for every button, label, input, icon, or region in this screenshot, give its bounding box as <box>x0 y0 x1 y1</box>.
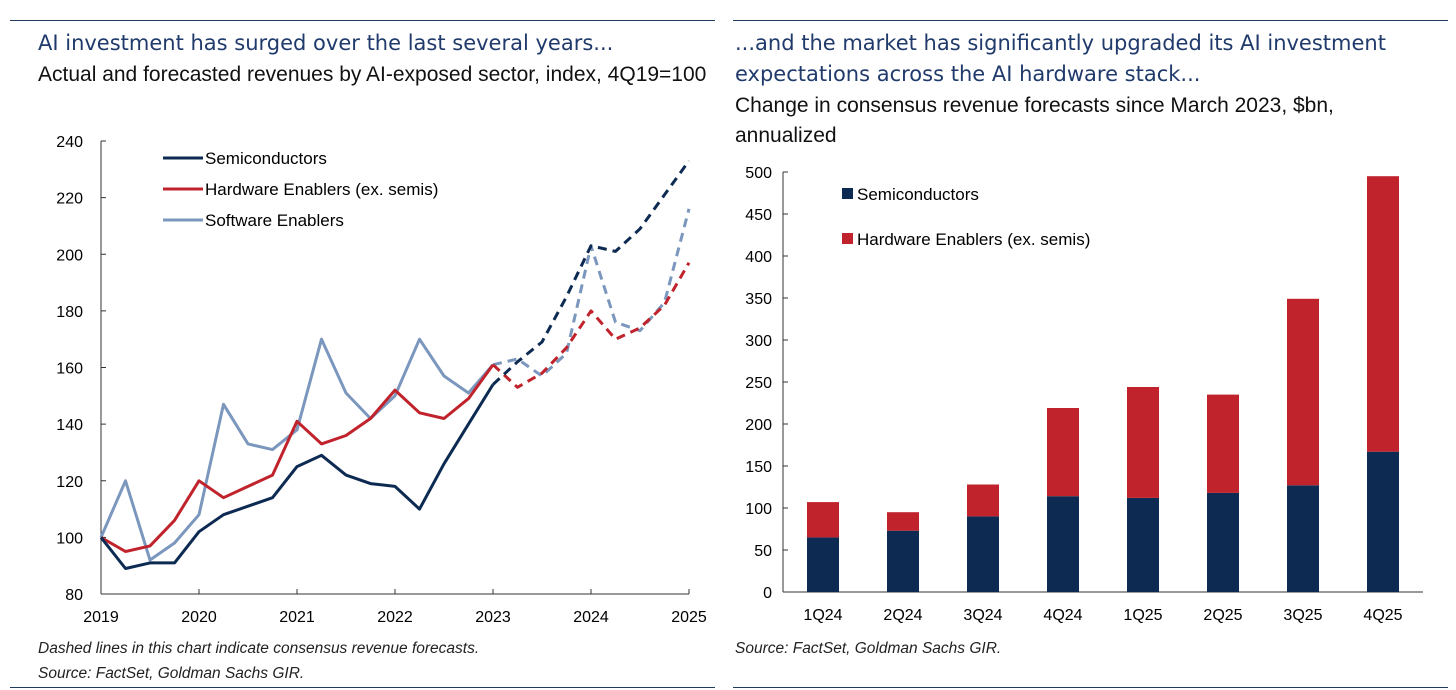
y-tick-label: 140 <box>56 417 83 434</box>
bar-segment <box>1207 492 1239 592</box>
y-tick-label: 120 <box>56 474 83 491</box>
y-tick-label: 100 <box>745 501 772 518</box>
right-chart-subtitle: Change in consensus revenue forecasts si… <box>735 94 1334 147</box>
bar-segment <box>1127 387 1159 498</box>
y-tick-label: 450 <box>745 207 772 224</box>
line-chart: 80 100 120 140 160 180 200 220 240 2019 2020 2021 20… <box>56 134 707 626</box>
bar-segment <box>807 502 839 538</box>
x-tick-label: 3Q25 <box>1283 607 1322 624</box>
y-tick-label: 160 <box>56 361 83 378</box>
y-tick-label: 0 <box>763 585 772 602</box>
legend-swatch <box>842 233 853 244</box>
y-tick-label: 100 <box>56 530 83 547</box>
left-footnote: Dashed lines in this chart indicate cons… <box>38 640 480 657</box>
y-tick-label: 200 <box>56 247 83 264</box>
legend-label: Semiconductors <box>857 185 979 204</box>
x-tick-label: 2022 <box>377 609 413 626</box>
y-tick-label: 250 <box>745 375 772 392</box>
left-headline: AI investment has surged over the last s… <box>38 31 614 55</box>
series-line-forecast <box>491 261 691 389</box>
y-tick-label: 240 <box>56 134 83 151</box>
legend-label: Software Enablers <box>205 211 344 230</box>
bar-segment <box>1287 298 1319 486</box>
legend-label: Hardware Enablers (ex. semis) <box>205 180 438 199</box>
x-tick-label: 2019 <box>83 609 119 626</box>
bar-segment <box>887 530 919 592</box>
y-tick-label: 400 <box>745 249 772 266</box>
series-line-forecast <box>492 208 691 378</box>
stacked-bar-chart: 0 50 100 150 200 250 300 350 400 450 500 1Q24 2Q24 3Q… <box>745 165 1423 624</box>
legend-label: Hardware Enablers (ex. semis) <box>857 230 1090 249</box>
x-tick-label: 2024 <box>573 609 609 626</box>
x-tick-label: 2Q24 <box>883 607 922 624</box>
x-tick-label: 2025 <box>671 609 707 626</box>
legend-label: Semiconductors <box>205 149 327 168</box>
bottom-rule <box>10 687 715 688</box>
bar-segment <box>807 537 839 592</box>
x-tick-label: 1Q24 <box>803 607 842 624</box>
right-panel: ...and the market has significantly upgr… <box>728 0 1456 690</box>
y-tick-label: 350 <box>745 291 772 308</box>
y-tick-label: 180 <box>56 304 83 321</box>
y-tick-label: 500 <box>745 165 772 182</box>
y-tick-label: 80 <box>65 587 83 604</box>
legend-swatch <box>842 188 853 199</box>
y-tick-label: 150 <box>745 459 772 476</box>
y-tick-label: 220 <box>56 191 83 208</box>
series-line-forecast <box>491 159 691 386</box>
left-chart-subtitle: Actual and forecasted revenues by AI-exp… <box>38 63 707 86</box>
x-tick-label: 1Q25 <box>1123 607 1162 624</box>
right-headline: ...and the market has significantly upgr… <box>735 31 1386 86</box>
series-line-actual <box>100 363 495 553</box>
bar-segment <box>1047 496 1079 592</box>
series-line-actual <box>99 383 495 570</box>
x-tick-label: 2021 <box>279 609 315 626</box>
bar-segment <box>967 484 999 517</box>
bar-segment <box>887 512 919 531</box>
x-tick-label: 2020 <box>181 609 217 626</box>
bar-segment <box>1047 408 1079 497</box>
x-tick-label: 2Q25 <box>1203 607 1242 624</box>
top-rule <box>733 20 1448 21</box>
bar-segment <box>1207 394 1239 493</box>
series-line-actual <box>99 337 495 562</box>
left-panel: AI investment has surged over the last s… <box>0 0 725 690</box>
x-tick-label: 3Q24 <box>963 607 1002 624</box>
bar-segment <box>967 516 999 592</box>
bar-segment <box>1127 497 1159 592</box>
y-tick-label: 50 <box>754 543 772 560</box>
y-tick-label: 200 <box>745 417 772 434</box>
bar-segment <box>1367 176 1399 452</box>
x-tick-label: 4Q24 <box>1043 607 1082 624</box>
left-source: Source: FactSet, Goldman Sachs GIR. <box>38 665 305 682</box>
x-tick-label: 2023 <box>475 609 511 626</box>
bottom-rule <box>733 687 1448 688</box>
bar-segment <box>1367 451 1399 592</box>
y-tick-label: 300 <box>745 333 772 350</box>
top-rule <box>10 20 715 21</box>
bar-segment <box>1287 485 1319 592</box>
right-source: Source: FactSet, Goldman Sachs GIR. <box>735 640 1002 657</box>
x-tick-label: 4Q25 <box>1363 607 1402 624</box>
